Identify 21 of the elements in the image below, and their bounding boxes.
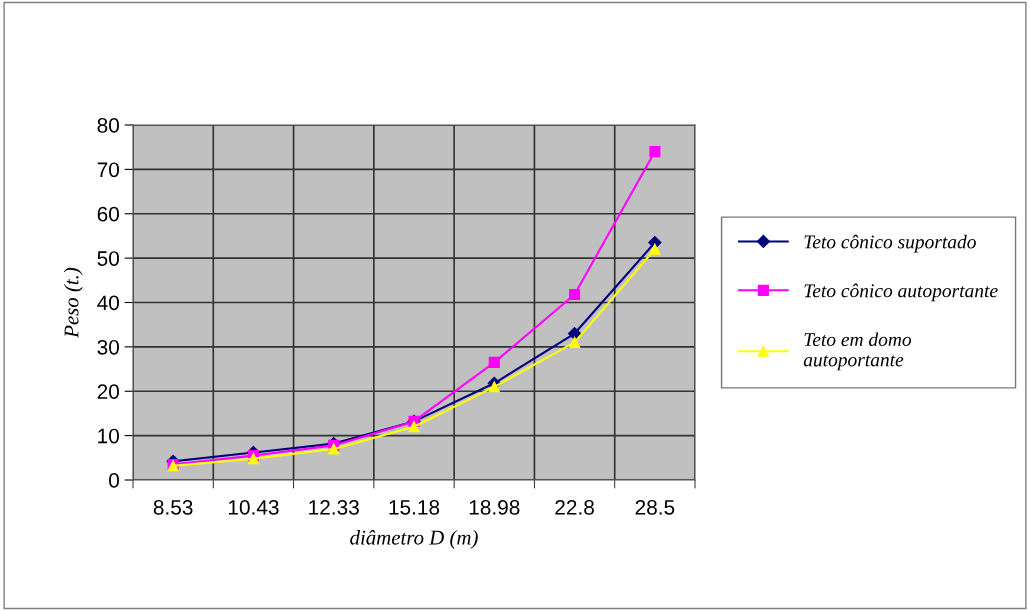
y-axis-title: Peso (t.) bbox=[63, 267, 83, 338]
x-tick-label: 22.8 bbox=[555, 499, 594, 515]
x-tick-label: 10.43 bbox=[228, 499, 279, 515]
legend-label: Teto cônico autoportante bbox=[804, 283, 998, 302]
x-tick-label: 8.53 bbox=[153, 499, 193, 515]
x-axis-title: diâmetro D (m) bbox=[350, 529, 478, 549]
legend-label: Teto cônico suportado bbox=[804, 234, 976, 253]
y-tick-label: 10 bbox=[98, 428, 119, 444]
y-tick-label: 60 bbox=[97, 206, 119, 222]
y-tick-label: 40 bbox=[97, 295, 119, 311]
x-tick-label: 15.18 bbox=[389, 499, 440, 515]
y-tick-label: 0 bbox=[109, 473, 119, 488]
y-tick-label: 30 bbox=[97, 339, 119, 355]
y-tick-label: 20 bbox=[97, 384, 119, 399]
x-tick-label: 18.98 bbox=[469, 499, 520, 515]
y-tick-label: 50 bbox=[97, 251, 119, 266]
y-tick-label: 70 bbox=[97, 162, 119, 178]
x-tick-label: 28.5 bbox=[635, 499, 675, 515]
y-tick-label: 80 bbox=[97, 118, 119, 133]
x-tick-label: 12.33 bbox=[309, 499, 359, 515]
legend-label: Teto em domo autoportante bbox=[803, 332, 912, 371]
